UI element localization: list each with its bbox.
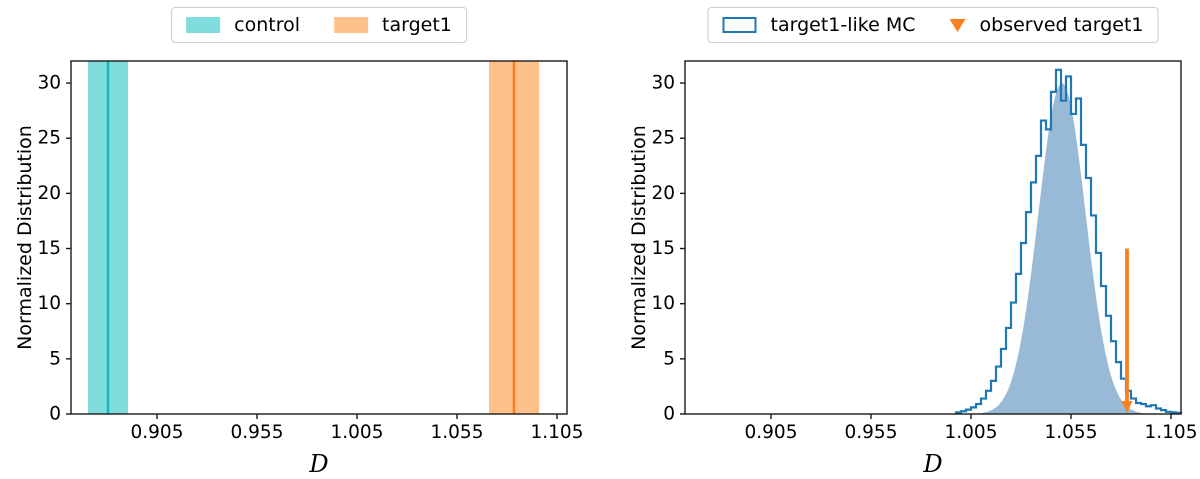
y-tick-label: 10: [651, 293, 675, 314]
y-tick-label: 20: [37, 183, 61, 204]
legend-item-observed: observed target1: [949, 14, 1144, 36]
y-tick-label: 5: [49, 348, 61, 369]
control-swatch: [186, 17, 221, 33]
legend-label-target1: target1: [382, 14, 452, 36]
y-tick-label: 15: [651, 238, 675, 259]
left-x-axis-label: D: [308, 450, 328, 478]
legend-label-mc: target1-like MC: [770, 14, 916, 36]
y-tick-label: 0: [663, 404, 675, 425]
legend-left: control target1: [171, 7, 467, 43]
x-tick-label: 1.105: [531, 422, 584, 443]
legend-label-observed: observed target1: [979, 14, 1144, 36]
y-tick-label: 15: [37, 238, 61, 259]
mc-open-rect-icon: [722, 17, 757, 33]
target1-swatch: [334, 17, 369, 33]
y-tick-label: 10: [37, 293, 61, 314]
left-y-axis-label: Normalized Distribution: [14, 125, 36, 350]
mc-filled-histogram: [948, 83, 1178, 415]
y-tick-label: 25: [651, 128, 675, 149]
x-tick-label: 1.005: [945, 422, 998, 443]
legend-label-control: control: [234, 14, 301, 36]
legend-item-mc: target1-like MC: [722, 14, 916, 36]
legend-right: target1-like MC observed target1: [707, 7, 1159, 43]
observed-triangle-icon: [949, 18, 966, 32]
legend-item-control: control: [186, 14, 300, 36]
x-tick-label: 0.905: [745, 422, 798, 443]
x-tick-label: 1.055: [431, 422, 484, 443]
x-tick-label: 1.055: [1045, 422, 1098, 443]
right-x-axis-label: D: [922, 450, 942, 478]
x-tick-label: 0.955: [845, 422, 898, 443]
x-tick-label: 1.005: [331, 422, 384, 443]
x-tick-label: 1.105: [1145, 422, 1198, 443]
right-y-axis-label: Normalized Distribution: [628, 125, 650, 350]
y-tick-label: 30: [651, 73, 675, 94]
legend-item-target1: target1: [334, 14, 452, 36]
x-tick-label: 0.955: [231, 422, 284, 443]
y-tick-label: 25: [37, 128, 61, 149]
x-tick-label: 0.905: [131, 422, 184, 443]
y-tick-label: 0: [49, 404, 61, 425]
y-tick-label: 30: [37, 73, 61, 94]
y-tick-label: 5: [663, 348, 675, 369]
observed-arrow-head: [1121, 401, 1133, 413]
right-axes-spines: [684, 60, 1182, 415]
mc-step-histogram: [954, 68, 1183, 414]
left-axes-spines: [70, 60, 568, 415]
y-tick-label: 20: [651, 183, 675, 204]
